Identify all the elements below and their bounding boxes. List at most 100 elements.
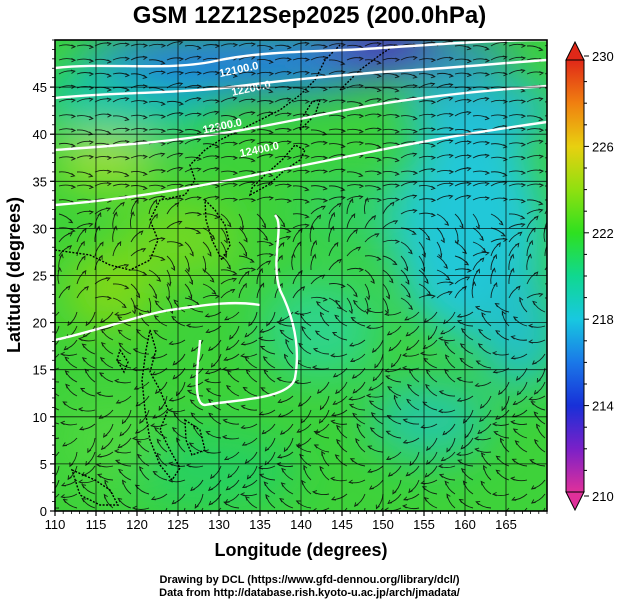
x-tick-label: 150 <box>372 517 394 532</box>
streamline-arrow <box>233 170 239 176</box>
streamline-arrow <box>178 40 184 45</box>
streamline-arrow <box>341 99 347 104</box>
streamline-arrow <box>178 140 184 145</box>
streamline-arrow <box>536 377 541 383</box>
streamline-arrow <box>59 351 65 357</box>
colorbar-tick-label: 214 <box>592 399 614 414</box>
streamline-arrow <box>67 475 72 481</box>
streamline-arrow <box>130 211 135 217</box>
streamline-arrow <box>330 476 335 481</box>
colorbar-min-arrow <box>565 491 585 512</box>
streamline-arrow <box>190 412 196 418</box>
streamline-arrow <box>500 232 506 237</box>
streamline-arrow <box>60 420 65 426</box>
streamline-arrow <box>484 97 490 102</box>
streamline-arrow <box>291 252 296 258</box>
streamline-arrow <box>467 58 472 64</box>
streamline <box>542 507 546 511</box>
streamline-arrow <box>471 281 477 286</box>
streamline-arrow <box>125 56 130 61</box>
streamline-arrow <box>179 56 185 62</box>
streamline-arrow <box>484 181 490 187</box>
streamline-arrow <box>211 289 217 295</box>
streamline-arrow <box>71 84 76 89</box>
streamline-arrow <box>243 252 248 258</box>
streamline-arrow <box>313 444 319 449</box>
streamline-arrow <box>137 453 142 459</box>
streamline-arrow <box>425 235 431 241</box>
streamline-arrow <box>70 69 76 74</box>
streamline-arrow <box>386 331 392 336</box>
grid-lines <box>55 40 547 511</box>
streamline-arrow <box>527 323 533 328</box>
streamline-arrow <box>550 214 553 218</box>
streamline-arrow <box>263 481 269 487</box>
streamline-arrow <box>47 399 51 403</box>
y-tick-label: 35 <box>33 174 47 189</box>
streamline-arrow <box>189 251 194 257</box>
streamline-arrow <box>402 418 408 423</box>
streamline-arrow <box>304 41 310 46</box>
streamline-arrow <box>356 423 361 429</box>
streamline-arrow <box>160 237 166 242</box>
streamline-arrow <box>336 438 341 444</box>
streamline-arrow <box>498 390 503 396</box>
streamline-arrow <box>226 264 232 270</box>
streamline-arrow <box>334 314 340 320</box>
streamline-arrow <box>178 111 184 117</box>
streamline-arrow <box>167 408 173 413</box>
streamline-arrow <box>315 301 321 306</box>
streamline-arrow <box>466 181 472 186</box>
streamline-arrow <box>538 292 544 298</box>
streamline-arrow <box>171 499 177 505</box>
streamline-arrow <box>227 222 232 228</box>
streamline-arrow <box>474 305 480 310</box>
colorbar-tick-label: 226 <box>592 139 614 154</box>
streamline-arrow <box>208 412 214 418</box>
streamline-arrow <box>349 198 354 204</box>
streamline-arrow <box>107 169 113 174</box>
streamline-arrow <box>283 447 288 453</box>
streamline-arrow <box>375 504 380 510</box>
streamline-arrow <box>483 464 488 470</box>
streamline-arrow <box>268 45 274 50</box>
streamline-arrow <box>456 313 462 318</box>
streamline-arrow <box>279 497 285 503</box>
streamline-arrow <box>205 329 211 333</box>
streamline-arrow <box>552 202 556 206</box>
streamline-arrow <box>96 391 102 396</box>
streamline-arrow <box>394 74 400 79</box>
streamline-arrow <box>161 141 167 147</box>
streamline-arrow <box>304 223 310 228</box>
streamline-arrow <box>467 72 473 78</box>
streamline-arrow <box>425 383 430 389</box>
colorbar-tick-label: 230 <box>592 49 614 64</box>
streamline-arrow <box>80 387 85 392</box>
streamline-arrow <box>466 140 472 145</box>
streamline-arrow <box>268 241 274 247</box>
streamline-arrow <box>511 496 517 501</box>
streamline-arrow <box>359 56 364 61</box>
streamline-arrow <box>222 366 227 372</box>
streamline-arrow <box>114 311 120 317</box>
streamline-arrow <box>250 98 256 103</box>
streamline-arrow <box>177 220 183 225</box>
streamline-arrow <box>261 429 267 435</box>
streamline-arrow <box>349 342 355 347</box>
streamline-arrow <box>106 97 112 102</box>
streamline-arrow <box>481 312 486 317</box>
streamline-arrow <box>521 43 527 48</box>
streamline-arrow <box>536 423 541 429</box>
streamline-arrow <box>422 344 428 350</box>
streamline-arrow <box>358 172 364 178</box>
streamline-arrow <box>117 240 122 246</box>
streamline-arrow <box>371 348 377 353</box>
streamline-arrow <box>431 155 437 160</box>
streamline-arrow <box>71 44 77 49</box>
streamline-arrow <box>241 441 247 446</box>
streamline <box>164 507 168 511</box>
streamline-arrow <box>117 329 123 334</box>
streamline-arrow <box>268 59 274 64</box>
streamline-arrow <box>521 142 527 147</box>
streamline-arrow <box>268 196 274 201</box>
